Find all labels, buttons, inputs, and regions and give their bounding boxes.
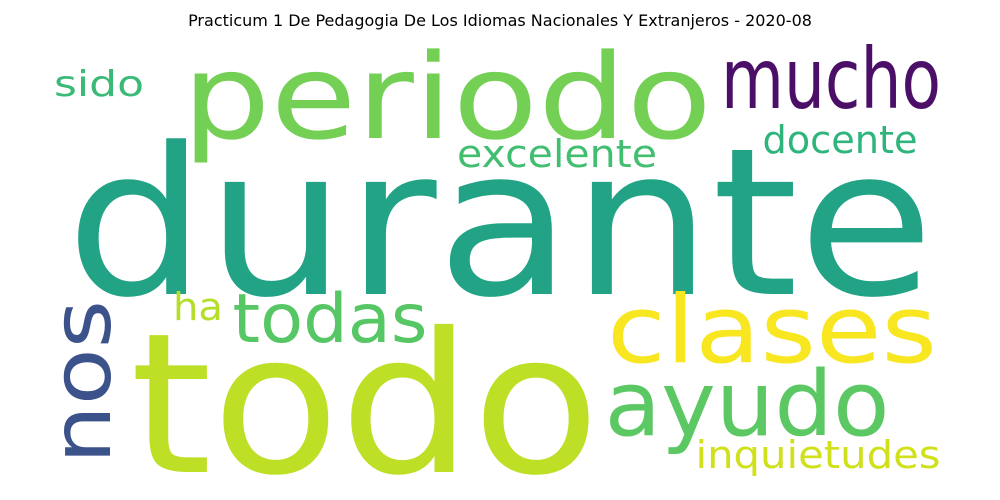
word-clases: clases: [607, 276, 937, 385]
word-excelente: excelente: [457, 132, 657, 176]
word-docente: docente: [763, 118, 918, 162]
word-periodo: periodo: [182, 28, 712, 166]
word-inquietudes: inquietudes: [696, 433, 941, 477]
word-todas: todas: [233, 280, 428, 359]
word-todo: todo: [130, 291, 600, 500]
word-nos: nos: [35, 300, 130, 464]
chart-title: Practicum 1 De Pedagogia De Los Idiomas …: [188, 11, 812, 30]
word-sido: sido: [54, 64, 144, 105]
word-ayudo: ayudo: [605, 352, 890, 457]
word-mucho: mucho: [721, 30, 941, 128]
word-durante: durante: [66, 105, 934, 343]
word-ha: ha: [173, 285, 223, 329]
